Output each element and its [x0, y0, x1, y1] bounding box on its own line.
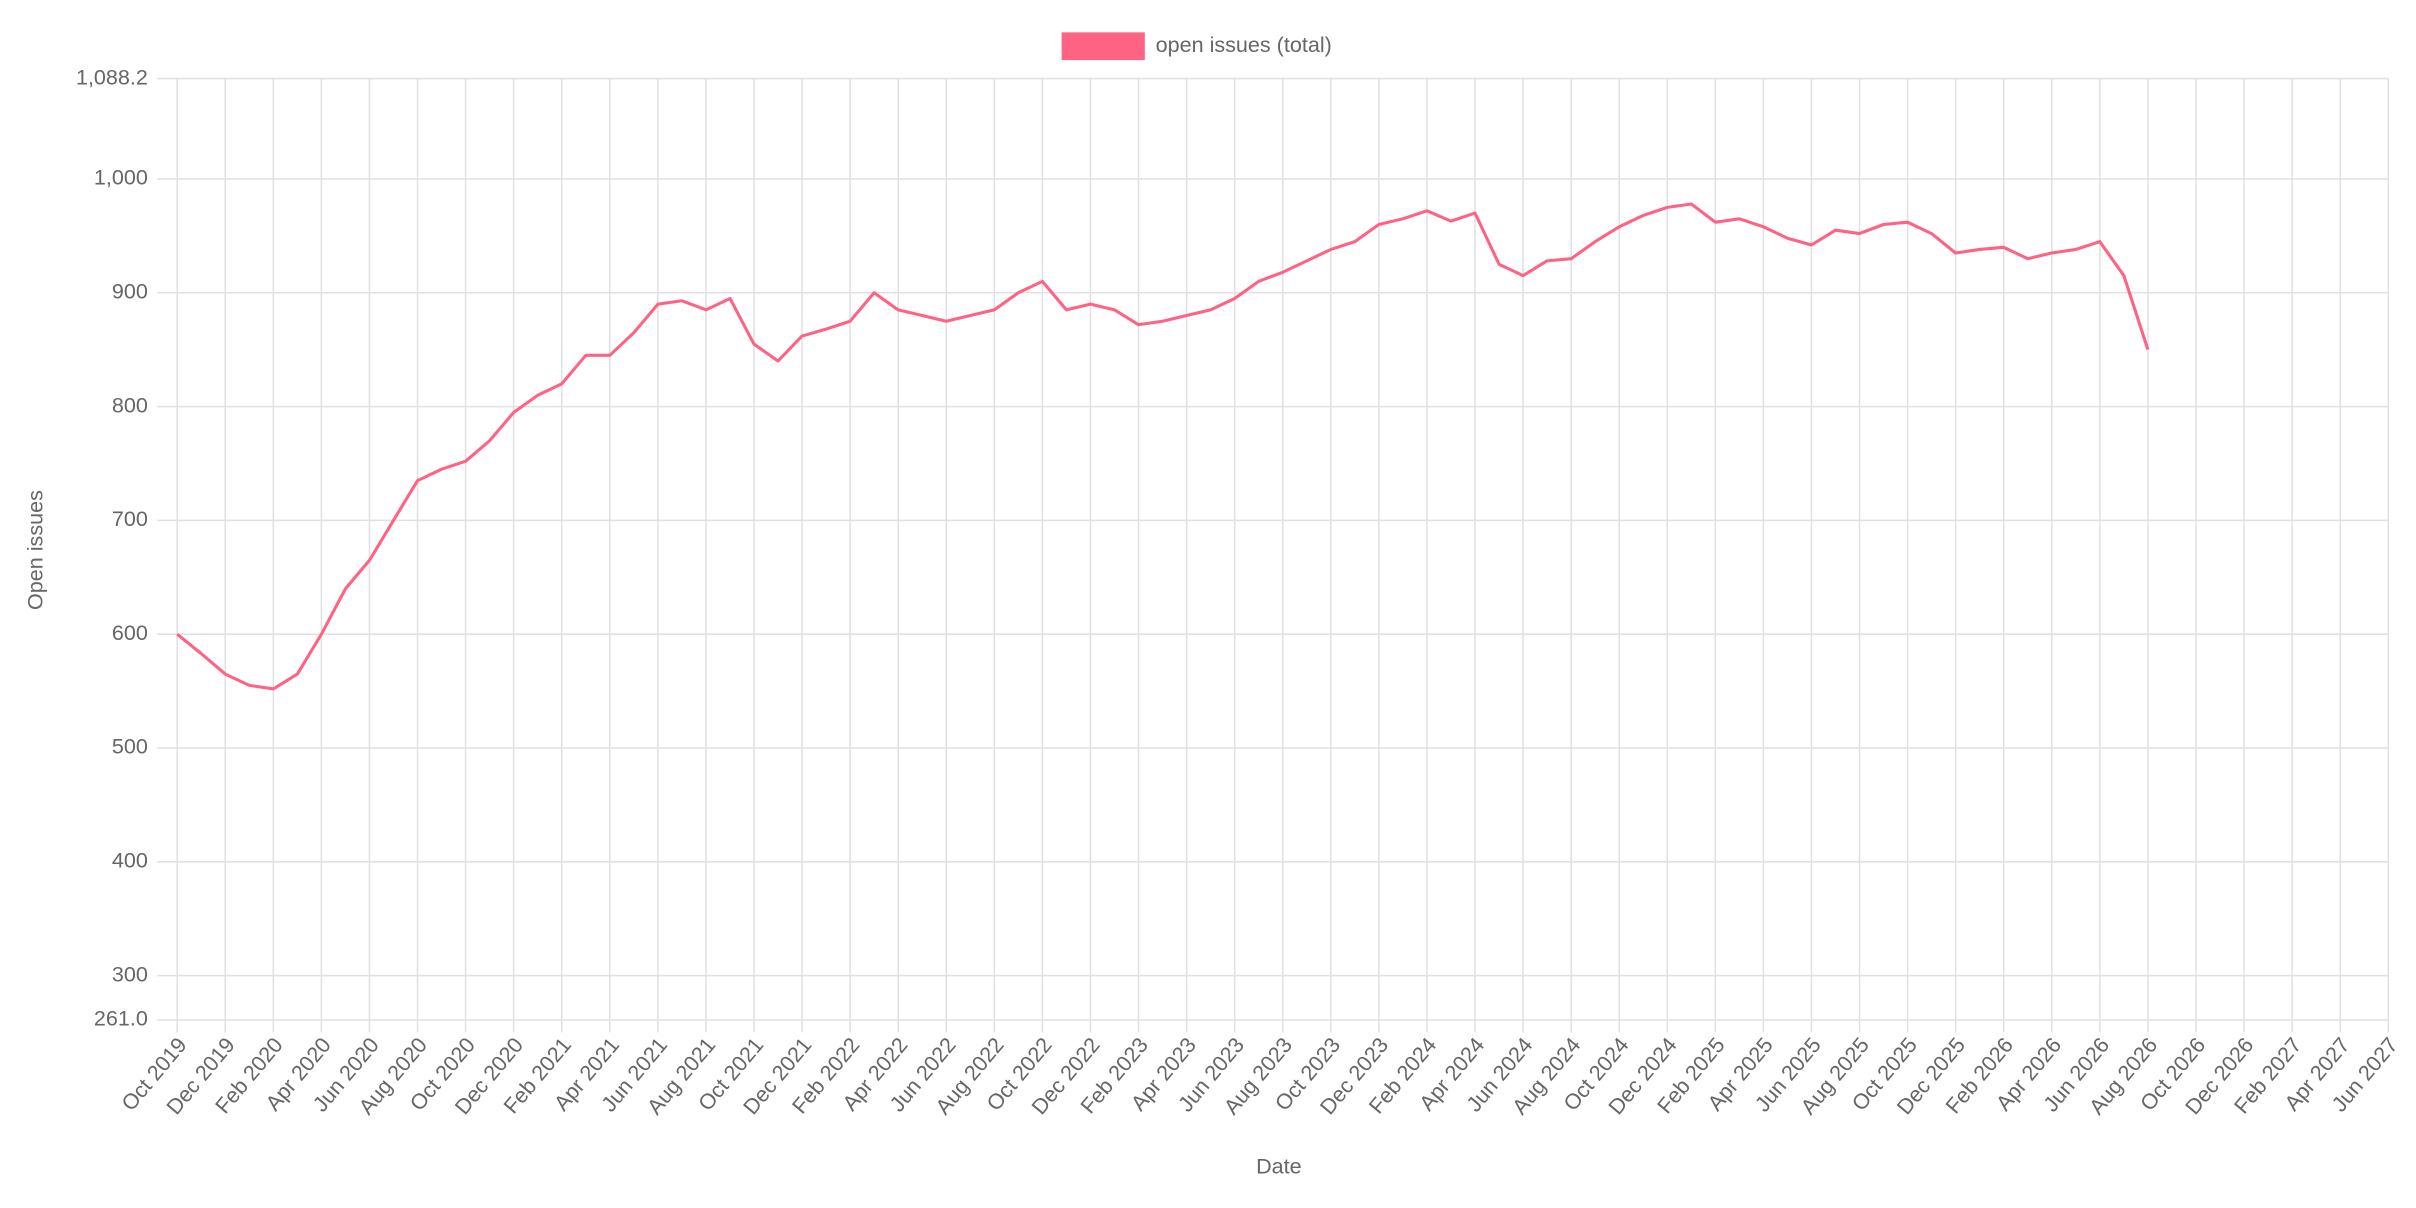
y-tick-label: 800	[112, 392, 148, 417]
data-line	[176, 202, 2150, 691]
y-tick-label: 900	[112, 278, 148, 303]
y-tick-label: 500	[112, 734, 148, 759]
y-tick-label: 1,088.2	[76, 64, 148, 89]
y-tick-label: 300	[112, 961, 148, 986]
y-axis-title: Open issues	[23, 490, 48, 610]
y-tick-label: 1,000	[94, 165, 148, 190]
legend-label: open issues (total)	[1156, 32, 1332, 57]
y-tick-label: 600	[112, 620, 148, 645]
x-axis-title: Date	[1256, 1154, 1302, 1179]
y-tick-label: 400	[112, 848, 148, 873]
legend-swatch	[1061, 32, 1145, 61]
y-tick-label: 261.0	[94, 1006, 148, 1031]
y-tick-label: 700	[112, 506, 148, 531]
